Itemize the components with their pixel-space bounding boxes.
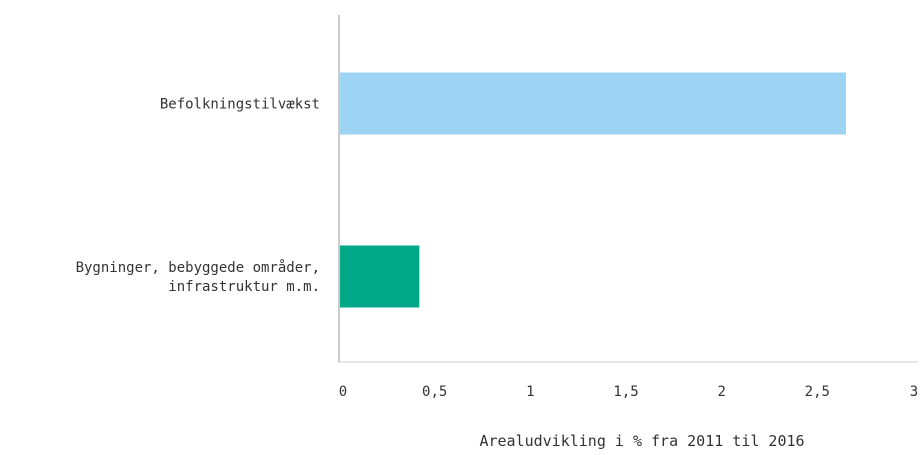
x-tick-label: 2,5 xyxy=(805,384,830,400)
x-tick-label: 1 xyxy=(526,384,534,400)
category-label: Befolkningstilvækst xyxy=(160,97,320,113)
x-axis-title: Arealudvikling i % fra 2011 til 2016 xyxy=(479,432,804,450)
x-tick-label: 1,5 xyxy=(613,384,638,400)
bar-2 xyxy=(340,245,420,308)
x-tick-label: 2 xyxy=(717,384,725,400)
x-tick-label: 0 xyxy=(339,384,347,400)
x-tick-label: 0,5 xyxy=(422,384,447,400)
category-label: infrastruktur m.m. xyxy=(168,279,320,295)
x-tick-label: 3 xyxy=(910,384,918,400)
bar-1 xyxy=(340,72,847,135)
category-label: Bygninger, bebyggede områder, xyxy=(76,259,320,276)
